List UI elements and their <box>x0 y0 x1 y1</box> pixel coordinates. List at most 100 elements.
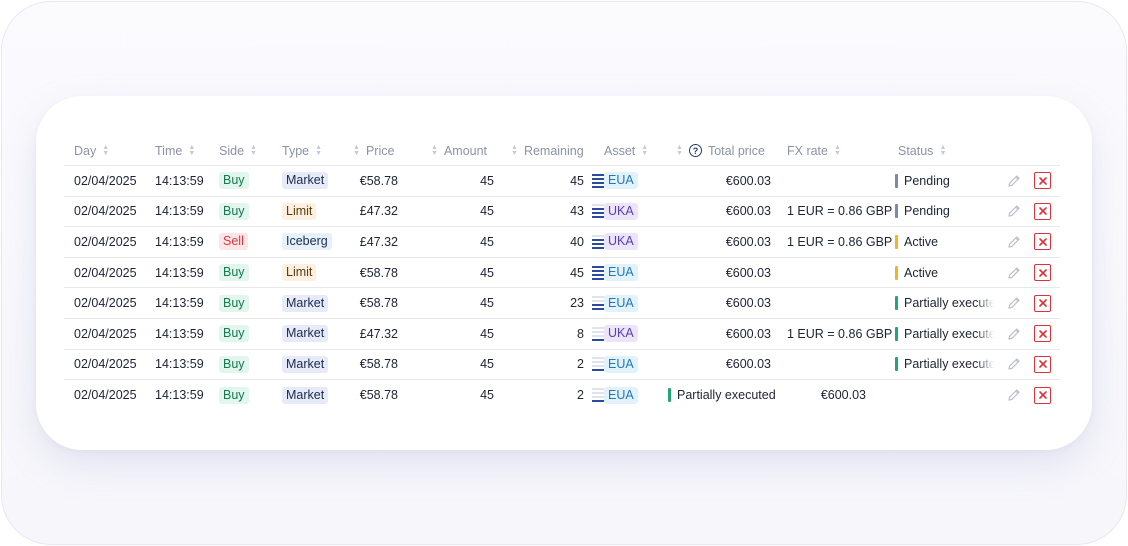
cell-amount: 45 <box>480 326 494 341</box>
pencil-icon[interactable] <box>1006 203 1022 219</box>
col-price[interactable]: ▲ ▼ Price <box>353 143 395 158</box>
col-asset[interactable]: Asset ▲ ▼ <box>604 143 649 158</box>
col-side[interactable]: Side ▲ ▼ <box>219 143 257 158</box>
close-icon[interactable] <box>1034 233 1051 251</box>
cell-time: 14:13:59 <box>155 357 204 372</box>
cell-amount: 45 <box>480 388 494 403</box>
col-fx-rate[interactable]: FX rate ▲ ▼ <box>787 143 841 158</box>
cell-total: €600.03 <box>725 296 771 311</box>
type-badge: Limit <box>282 258 317 288</box>
help-icon[interactable]: ? <box>688 144 702 157</box>
cell-day: 02/04/2025 <box>74 326 137 341</box>
edit-button[interactable] <box>1006 350 1022 380</box>
edit-button[interactable] <box>1006 227 1022 257</box>
side-badge: Buy <box>219 350 249 380</box>
table-row[interactable]: 02/04/2025 14:13:59 Sell Iceberg £47.32 45 40 U… <box>64 227 1060 258</box>
table-row[interactable]: 02/04/2025 14:13:59 Buy Market £47.32 45 8 UKA €… <box>64 319 1060 350</box>
table-row[interactable]: 02/04/2025 14:13:59 Buy Market €58.78 45 45 EUA… <box>64 166 1060 197</box>
cell-fx-rate: 1 EUR = 0.86 GBP <box>787 204 893 219</box>
pencil-icon[interactable] <box>1006 265 1022 281</box>
col-total-price[interactable]: ▲ ▼? Total price <box>676 143 765 158</box>
close-icon[interactable] <box>1034 325 1051 343</box>
side-badge: Sell <box>219 227 248 257</box>
edit-button[interactable] <box>1006 288 1022 318</box>
delete-button[interactable] <box>1034 197 1051 227</box>
delete-button[interactable] <box>1034 258 1051 288</box>
col-status[interactable]: Status ▲ ▼ <box>898 143 947 158</box>
cell-time: 14:13:59 <box>155 265 204 280</box>
sort-icon: ▲ ▼ <box>676 143 683 157</box>
side-badge: Buy <box>219 380 249 411</box>
delete-button[interactable] <box>1034 350 1051 380</box>
cell-amount: 45 <box>480 296 494 311</box>
cell-time: 14:13:59 <box>155 388 204 403</box>
cell-price: €58.78 <box>359 388 398 403</box>
edit-button[interactable] <box>1006 166 1022 196</box>
close-icon[interactable] <box>1034 355 1051 373</box>
col-remaining[interactable]: ▲ ▼ Remaining <box>511 143 584 158</box>
asset-badge: EUA <box>604 166 638 196</box>
col-amount[interactable]: ▲ ▼ Amount <box>431 143 488 158</box>
pencil-icon[interactable] <box>1006 326 1022 342</box>
cell-price: £47.32 <box>359 326 398 341</box>
table-row[interactable]: 02/04/2025 14:13:59 Buy Market €58.78 45 23 EUA… <box>64 288 1060 319</box>
delete-button[interactable] <box>1034 319 1051 349</box>
cell-amount: 45 <box>480 357 494 372</box>
cell-day: 02/04/2025 <box>74 388 137 403</box>
asset-badge: UKA <box>604 227 638 257</box>
cell-total: €600.03 <box>725 357 771 372</box>
cell-price: €58.78 <box>359 173 398 188</box>
edit-button[interactable] <box>1006 197 1022 227</box>
pencil-icon[interactable] <box>1006 234 1022 250</box>
status-cell: Partially executed <box>895 350 994 380</box>
delete-button[interactable] <box>1034 288 1051 318</box>
status-cell: Pending <box>895 197 994 227</box>
edit-button[interactable] <box>1006 380 1022 411</box>
close-icon[interactable] <box>1034 294 1051 312</box>
asset-badge: UKA <box>604 197 638 227</box>
sort-icon: ▲ ▼ <box>102 143 110 157</box>
cell-price: £47.32 <box>359 234 398 249</box>
table-header: Day ▲ ▼ Time ▲ ▼ Side ▲ ▼ Type ▲ ▼ ▲ ▼ Price ▲ ▼ Amo… <box>64 136 1060 166</box>
col-time[interactable]: Time ▲ ▼ <box>155 143 196 158</box>
pencil-icon[interactable] <box>1006 387 1022 403</box>
side-badge: Buy <box>219 258 249 288</box>
cell-amount: 45 <box>480 173 494 188</box>
delete-button[interactable] <box>1034 227 1051 257</box>
pencil-icon[interactable] <box>1006 295 1022 311</box>
close-icon[interactable] <box>1034 172 1051 190</box>
fill-level-icon <box>592 173 604 188</box>
col-day[interactable]: Day ▲ ▼ <box>74 143 110 158</box>
cell-time: 14:13:59 <box>155 204 204 219</box>
edit-button[interactable] <box>1006 258 1022 288</box>
table-row[interactable]: 02/04/2025 14:13:59 Buy Limit £47.32 45 43 UKA €… <box>64 197 1060 228</box>
delete-button[interactable] <box>1034 380 1051 411</box>
table-row[interactable]: 02/04/2025 14:13:59 Buy Limit €58.78 45 45 EUA €… <box>64 258 1060 289</box>
delete-button[interactable] <box>1034 166 1051 196</box>
cell-amount: 45 <box>480 204 494 219</box>
status-cell: Active <box>895 227 994 257</box>
sort-icon: ▲ ▼ <box>315 143 323 157</box>
cell-amount: 45 <box>480 234 494 249</box>
pencil-icon[interactable] <box>1006 173 1022 189</box>
cell-total: €600.03 <box>725 204 771 219</box>
table-row[interactable]: 02/04/2025 14:13:59 Buy Market €58.78 45 2 EUA P… <box>64 380 1060 411</box>
side-badge: Buy <box>219 166 249 196</box>
col-type[interactable]: Type ▲ ▼ <box>282 143 323 158</box>
pencil-icon[interactable] <box>1006 356 1022 372</box>
cell-price: €58.78 <box>359 296 398 311</box>
side-badge: Buy <box>219 319 249 349</box>
asset-badge: EUA <box>604 288 638 318</box>
type-badge: Market <box>282 166 329 196</box>
type-badge: Market <box>282 288 329 318</box>
cell-time: 14:13:59 <box>155 326 204 341</box>
edit-button[interactable] <box>1006 319 1022 349</box>
close-icon[interactable] <box>1034 386 1051 404</box>
sort-icon: ▲ ▼ <box>250 143 257 157</box>
close-icon[interactable] <box>1034 202 1051 220</box>
cell-total: €600.03 <box>725 173 771 188</box>
table-row[interactable]: 02/04/2025 14:13:59 Buy Market €58.78 45 2 EUA €… <box>64 350 1060 381</box>
cell-price: £47.32 <box>359 204 398 219</box>
close-icon[interactable] <box>1034 264 1051 282</box>
cell-amount: 45 <box>480 265 494 280</box>
